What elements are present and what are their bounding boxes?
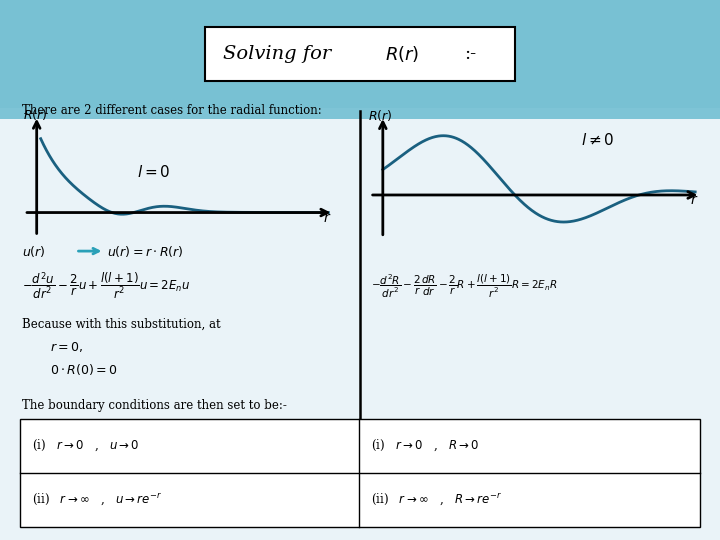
Text: $-\dfrac{d^2u}{dr^2} - \dfrac{2}{r}u + \dfrac{l(l+1)}{r^2}u = 2E_n u$: $-\dfrac{d^2u}{dr^2} - \dfrac{2}{r}u + \… [22,271,190,302]
Text: (i)   $r \rightarrow 0$   ,   $R \rightarrow 0$: (i) $r \rightarrow 0$ , $R \rightarrow 0… [371,438,479,453]
Text: The boundary conditions are then set to be:-: The boundary conditions are then set to … [22,399,287,411]
Text: $R(r)$: $R(r)$ [385,44,420,64]
Text: Because with this substitution, at: Because with this substitution, at [22,318,220,330]
Text: $l \neq 0$: $l \neq 0$ [580,132,614,148]
Text: There are 2 different cases for the radial function:: There are 2 different cases for the radi… [22,104,321,117]
Text: $r$: $r$ [323,211,332,225]
Text: $0 \cdot R(0) = 0$: $0 \cdot R(0) = 0$ [50,362,118,377]
Text: Solving for: Solving for [223,45,331,63]
Text: (ii)   $r \rightarrow \infty$   ,   $R \rightarrow re^{-r}$: (ii) $r \rightarrow \infty$ , $R \righta… [371,491,502,508]
Polygon shape [0,108,720,540]
Text: :-: :- [464,45,477,63]
FancyBboxPatch shape [205,27,515,81]
Text: $-\dfrac{d^2R}{dr^2} - \dfrac{2}{r}\dfrac{dR}{dr} - \dfrac{2}{r}R + \dfrac{l(l+1: $-\dfrac{d^2R}{dr^2} - \dfrac{2}{r}\dfra… [371,273,557,300]
Text: $r$: $r$ [690,193,698,207]
FancyBboxPatch shape [20,418,700,526]
Text: $l = 0$: $l = 0$ [138,164,171,180]
Text: $R(r)$: $R(r)$ [22,107,47,122]
Polygon shape [0,0,720,119]
Text: (ii)   $r \rightarrow \infty$   ,   $u \rightarrow re^{-r}$: (ii) $r \rightarrow \infty$ , $u \righta… [32,491,163,508]
Text: $r = 0,$: $r = 0,$ [50,340,84,354]
Text: $R(r)$: $R(r)$ [368,108,392,123]
Text: $u(r) = r \cdot R(r)$: $u(r) = r \cdot R(r)$ [107,244,183,259]
Text: $u(r)$: $u(r)$ [22,244,45,259]
Text: (i)   $r \rightarrow 0$   ,   $u \rightarrow 0$: (i) $r \rightarrow 0$ , $u \rightarrow 0… [32,438,140,453]
